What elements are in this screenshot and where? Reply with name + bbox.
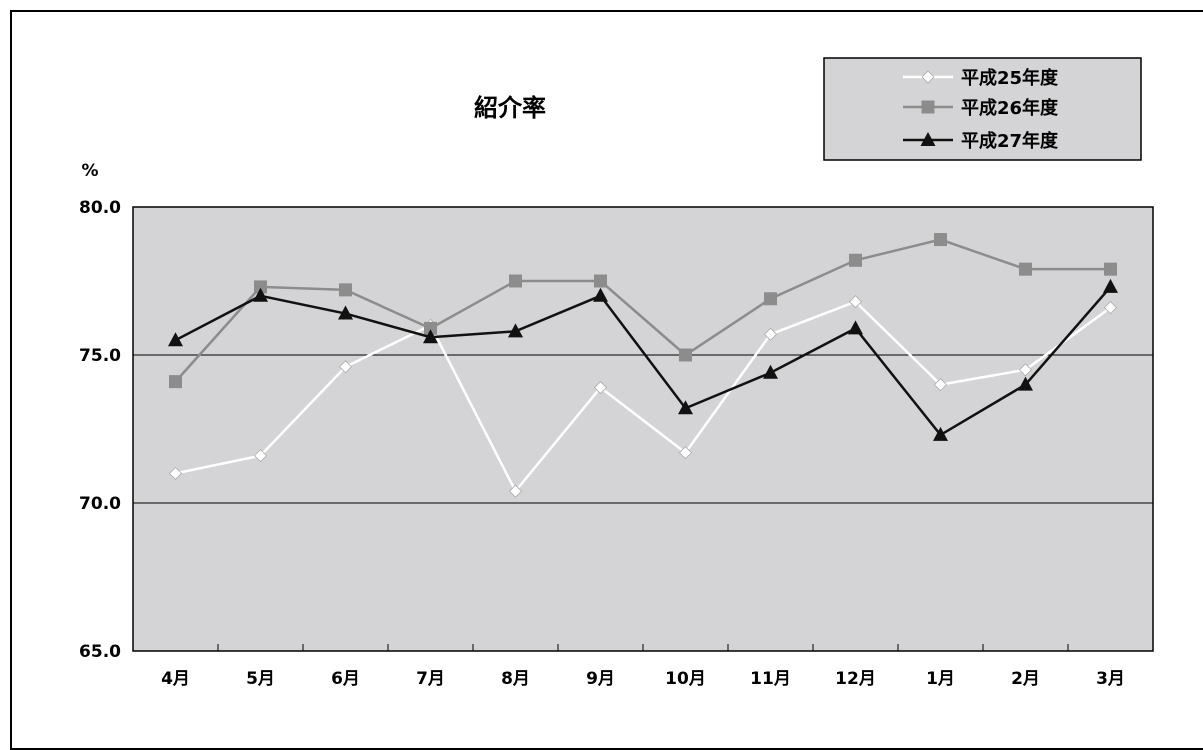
legend-label: 平成26年度: [961, 97, 1059, 119]
legend-marker: [921, 70, 935, 84]
plot-area: [132, 206, 1154, 652]
data-point: [933, 426, 948, 441]
data-point: [763, 364, 778, 379]
y-tick-label: 80.0: [79, 198, 121, 218]
data-point: [1019, 262, 1032, 276]
series-layer: [168, 233, 1118, 498]
data-point: [338, 305, 353, 320]
data-point: [849, 253, 862, 267]
data-point: [169, 375, 182, 389]
data-point: [848, 295, 863, 309]
data-point: [168, 466, 183, 480]
data-point: [933, 378, 948, 392]
series-line: [174, 238, 1111, 383]
x-tick-label: 1月: [926, 669, 955, 689]
data-point: [1103, 278, 1118, 293]
data-point: [338, 360, 353, 374]
line-chart: 紹介率 % 80.0 75.0 70.0 65.0 4月 5月 6月 7月 8月 9月 10月 11…: [79, 57, 1154, 689]
data-point: [253, 287, 268, 302]
legend-marker: [921, 100, 935, 114]
data-point: [678, 400, 693, 415]
series-2: [169, 233, 1117, 389]
x-tick-label: 10月: [665, 669, 706, 689]
data-point: [934, 233, 947, 247]
data-point: [423, 329, 438, 344]
data-point: [509, 274, 522, 288]
legend-marker: [920, 132, 936, 146]
data-point: [168, 332, 183, 347]
legend-entry: 平成26年度: [903, 97, 1059, 119]
legend-entry: 平成27年度: [903, 130, 1059, 152]
data-point: [339, 283, 352, 297]
data-point: [508, 323, 523, 338]
data-point: [424, 321, 437, 335]
series-line: [175, 300, 1112, 494]
data-point: [1018, 376, 1033, 391]
y-axis-unit: %: [81, 161, 98, 181]
x-tick-label: 2月: [1011, 669, 1040, 689]
data-point: [1018, 363, 1033, 377]
x-tick-label: 8月: [501, 669, 530, 689]
chart-title: 紹介率: [474, 94, 546, 122]
legend-label: 平成27年度: [961, 130, 1059, 152]
data-point: [253, 449, 268, 463]
data-point: [678, 446, 693, 460]
series-3: [168, 278, 1118, 441]
y-axis-labels: 80.0 75.0 70.0 65.0: [79, 198, 121, 662]
x-tick-label: 6月: [331, 669, 360, 689]
series-1: [168, 295, 1118, 498]
data-point: [593, 287, 608, 302]
x-tick-label: 4月: [161, 669, 190, 689]
x-tick-label: 7月: [416, 669, 445, 689]
data-point: [254, 280, 267, 294]
data-point: [594, 274, 607, 288]
x-tick-label: 5月: [246, 669, 275, 689]
x-tick-label: 11月: [750, 669, 791, 689]
legend-entry: 平成25年度: [903, 67, 1059, 89]
x-tick-label: 9月: [586, 669, 615, 689]
x-tick-label: 12月: [835, 669, 876, 689]
legend-box: [823, 57, 1142, 161]
data-point: [1104, 262, 1117, 276]
gridlines: [133, 354, 1153, 504]
data-point: [508, 484, 523, 498]
y-tick-label: 65.0: [79, 642, 121, 662]
x-axis-ticks: [132, 644, 1154, 651]
data-point: [848, 320, 863, 335]
data-point: [679, 348, 692, 362]
series-line: [174, 286, 1112, 437]
y-tick-label: 70.0: [79, 494, 121, 514]
data-point: [763, 327, 778, 341]
x-axis-labels: 4月 5月 6月 7月 8月 9月 10月 11月 12月 1月 2月 3月: [161, 669, 1125, 689]
data-point: [764, 292, 777, 306]
data-point: [593, 380, 608, 395]
legend-label: 平成25年度: [961, 67, 1059, 89]
data-point: [1103, 301, 1118, 315]
y-tick-label: 75.0: [79, 346, 121, 366]
x-tick-label: 3月: [1096, 669, 1125, 689]
